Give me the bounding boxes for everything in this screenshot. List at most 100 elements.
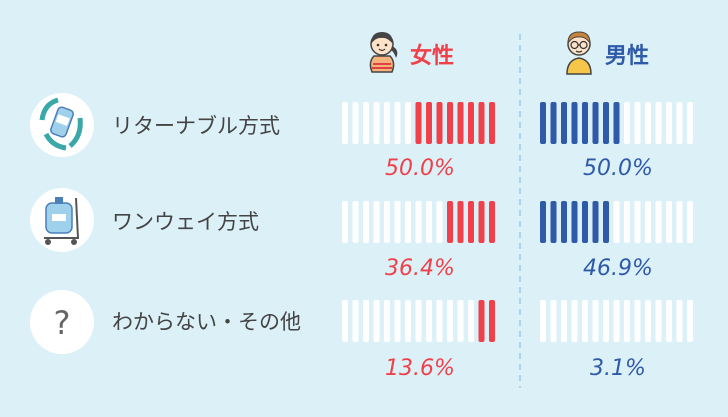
bar-segment-male-0-8 <box>624 102 630 144</box>
bar-segment-male-1-13 <box>676 201 683 243</box>
bar-segment-female-0-2 <box>363 102 369 144</box>
bar-segment-male-2-10 <box>645 300 651 342</box>
question-icon: ? <box>30 290 94 354</box>
bar-segment-female-1-0 <box>342 201 348 243</box>
bar-segment-female-1-8 <box>426 201 432 243</box>
bar-male-2 <box>540 300 693 342</box>
bar-segment-female-1-10 <box>447 201 453 243</box>
bar-segment-male-0-0 <box>540 102 546 144</box>
bar-segment-female-2-8 <box>426 300 432 342</box>
bar-segment-male-2-2 <box>561 300 567 342</box>
bar-segment-female-1-12 <box>468 201 474 243</box>
bar-male-0 <box>540 102 693 144</box>
bar-segment-female-1-14 <box>489 201 495 243</box>
data-label-male-1: 46.9% <box>583 256 653 281</box>
bar-segment-female-1-9 <box>436 201 443 243</box>
bar-segment-female-1-7 <box>415 201 422 243</box>
bar-segment-male-0-7 <box>613 102 620 144</box>
data-label-female-1: 36.4% <box>385 256 455 281</box>
bar-segment-male-2-9 <box>634 300 641 342</box>
bar-segment-male-0-5 <box>592 102 599 144</box>
female-header: 女性 <box>410 43 454 69</box>
bar-segment-male-2-0 <box>540 300 546 342</box>
male-header: 男性 <box>605 44 649 69</box>
bar-segment-male-0-13 <box>676 102 683 144</box>
bar-segment-male-2-5 <box>592 300 599 342</box>
bar-segment-male-1-11 <box>655 201 662 243</box>
bar-segment-male-2-8 <box>624 300 630 342</box>
bar-segment-female-2-9 <box>436 300 443 342</box>
bar-segment-male-0-1 <box>550 102 557 144</box>
bar-segment-male-1-3 <box>571 201 578 243</box>
data-label-male-0: 50.0% <box>583 156 653 181</box>
bar-segment-male-2-11 <box>655 300 662 342</box>
bar-segment-male-1-8 <box>624 201 630 243</box>
svg-text:?: ? <box>54 304 71 342</box>
bar-segment-male-2-12 <box>666 300 672 342</box>
bar-female-0 <box>342 102 495 144</box>
bar-segment-female-2-4 <box>384 300 390 342</box>
bar-female-2 <box>342 300 495 342</box>
data-label-male-2: 3.1% <box>590 356 646 381</box>
bar-segment-female-0-14 <box>489 102 495 144</box>
bar-segment-female-2-0 <box>342 300 348 342</box>
row-label-other: わからない・その他 <box>112 310 301 334</box>
bar-segment-female-2-7 <box>415 300 422 342</box>
bar-segment-male-1-2 <box>561 201 567 243</box>
bar-segment-female-0-13 <box>478 102 485 144</box>
bar-segment-male-1-9 <box>634 201 641 243</box>
bar-segment-male-1-12 <box>666 201 672 243</box>
bar-female-1 <box>342 201 495 243</box>
bar-segment-female-1-13 <box>478 201 485 243</box>
bar-segment-male-2-3 <box>571 300 578 342</box>
bar-male-1 <box>540 201 693 243</box>
bar-segment-female-2-5 <box>394 300 401 342</box>
bar-segment-female-0-4 <box>384 102 390 144</box>
bar-segment-male-0-4 <box>582 102 588 144</box>
water-cart-icon <box>30 188 94 252</box>
female-avatar-icon <box>369 32 398 73</box>
bar-segment-female-0-8 <box>426 102 432 144</box>
bar-segment-female-2-10 <box>447 300 453 342</box>
bar-segment-male-2-4 <box>582 300 588 342</box>
bar-segment-male-1-7 <box>613 201 620 243</box>
bar-segment-male-2-14 <box>687 300 693 342</box>
bar-segment-female-2-6 <box>405 300 411 342</box>
bar-segment-male-0-6 <box>603 102 609 144</box>
bar-segment-female-0-12 <box>468 102 474 144</box>
bar-segment-female-2-3 <box>373 300 380 342</box>
bar-segment-male-1-6 <box>603 201 609 243</box>
bar-segment-male-0-14 <box>687 102 693 144</box>
bar-segment-female-1-6 <box>405 201 411 243</box>
bar-segment-male-0-12 <box>666 102 672 144</box>
bar-segment-male-1-4 <box>582 201 588 243</box>
row-label-returnable: リターナブル方式 <box>112 114 280 138</box>
bar-segment-male-2-1 <box>550 300 557 342</box>
bar-segment-female-2-2 <box>363 300 369 342</box>
bar-segment-female-0-1 <box>352 102 359 144</box>
bar-segment-female-2-13 <box>478 300 485 342</box>
data-label-female-0: 50.0% <box>385 156 455 181</box>
male-avatar-icon <box>566 31 592 75</box>
bar-segment-female-1-5 <box>394 201 401 243</box>
bar-segment-female-1-1 <box>352 201 359 243</box>
bar-segment-female-0-11 <box>457 102 464 144</box>
bar-segment-female-0-0 <box>342 102 348 144</box>
recycle-bottle-icon <box>30 93 94 157</box>
bar-segment-male-0-10 <box>645 102 651 144</box>
bar-segment-male-0-3 <box>571 102 578 144</box>
bar-segment-female-2-1 <box>352 300 359 342</box>
bar-segment-female-1-4 <box>384 201 390 243</box>
data-label-female-2: 13.6% <box>385 356 455 381</box>
bar-segment-female-1-3 <box>373 201 380 243</box>
bar-segment-female-0-5 <box>394 102 401 144</box>
bar-segment-male-0-2 <box>561 102 567 144</box>
bar-segment-male-0-9 <box>634 102 641 144</box>
bar-segment-female-0-7 <box>415 102 422 144</box>
bar-segment-female-0-9 <box>436 102 443 144</box>
bar-segment-female-0-10 <box>447 102 453 144</box>
bar-segment-male-2-6 <box>603 300 609 342</box>
bar-segment-male-2-13 <box>676 300 683 342</box>
bar-segment-male-1-10 <box>645 201 651 243</box>
